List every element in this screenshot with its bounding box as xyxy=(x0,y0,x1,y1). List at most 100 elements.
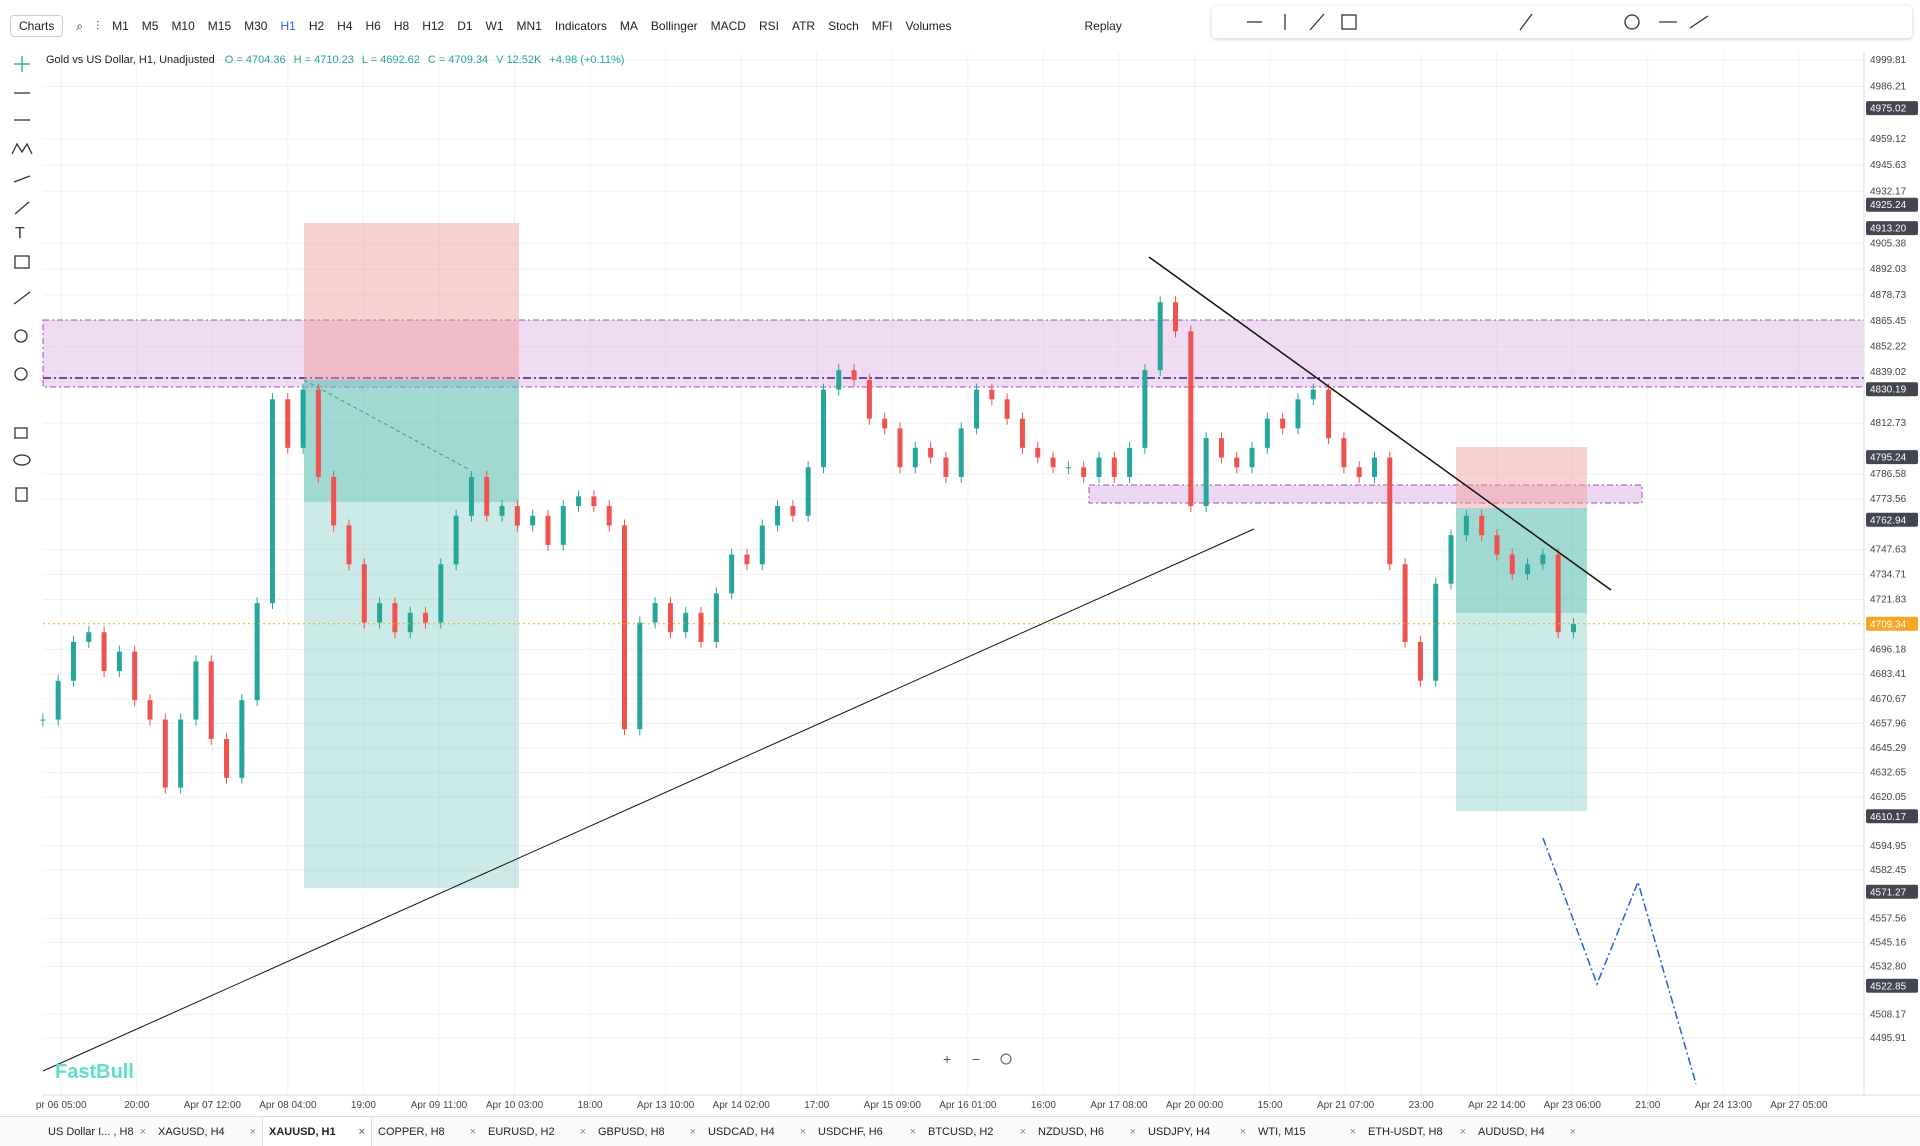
tab[interactable]: AUDUSD, H4 × xyxy=(1472,1117,1582,1146)
candle xyxy=(1050,457,1056,468)
timeframe[interactable]: M15 xyxy=(207,19,232,33)
tool-magnet[interactable] xyxy=(14,367,28,381)
tab-close[interactable]: × xyxy=(1459,1125,1466,1138)
replay[interactable]: Replay xyxy=(1084,19,1122,33)
indicator[interactable]: MA xyxy=(619,19,638,33)
timeframe[interactable]: M5 xyxy=(141,19,159,33)
tab-close[interactable]: × xyxy=(358,1125,365,1138)
timeframe[interactable]: H4 xyxy=(337,19,353,33)
tool-trend[interactable] xyxy=(13,175,31,183)
top-toolbar: Charts ⌕ ⫶ M1 M5 M10 M15 M30 H1 H2 H4 H6 H8 H12 D1 W… xyxy=(0,0,1920,52)
zoom-controls[interactable]: + − xyxy=(943,1051,1012,1067)
tab-close[interactable]: × xyxy=(909,1125,916,1138)
indicator[interactable]: Stoch xyxy=(828,19,859,33)
tool-pattern[interactable] xyxy=(11,142,33,155)
tab[interactable]: XAGUSD, H4 × xyxy=(152,1117,262,1146)
tab[interactable]: COPPER, H8 × xyxy=(372,1117,482,1146)
candle xyxy=(545,515,551,545)
time-label: Apr 27 05:00 xyxy=(1770,1100,1828,1111)
tab[interactable]: EURUSD, H2 × xyxy=(482,1117,592,1146)
indicator[interactable]: Volumes xyxy=(905,19,952,33)
tool-rect[interactable] xyxy=(1341,14,1357,30)
timeframe[interactable]: H1 xyxy=(280,19,296,33)
tab-label: USDJPY, H4 xyxy=(1148,1125,1211,1138)
tool-note[interactable] xyxy=(14,255,30,269)
tool-circle[interactable] xyxy=(1624,14,1640,30)
candle xyxy=(453,515,459,565)
tab-close[interactable]: × xyxy=(1129,1125,1136,1138)
candle xyxy=(1127,447,1133,477)
tool-brush[interactable] xyxy=(14,201,30,215)
zoom-out[interactable]: − xyxy=(972,1051,980,1067)
timeframe[interactable]: M30 xyxy=(244,19,268,33)
price-label: 4905.38 xyxy=(1870,238,1907,249)
tool-parallel[interactable] xyxy=(1689,15,1709,29)
tab-close[interactable]: × xyxy=(1349,1125,1356,1138)
time-label: Apr 15 09:00 xyxy=(864,1100,922,1111)
tab-label: US Dollar I... , H8 xyxy=(48,1125,134,1138)
timeframe[interactable]: M10 xyxy=(171,19,195,33)
chart-type[interactable]: ⫶ xyxy=(96,18,100,33)
candle xyxy=(331,476,337,526)
tab-close[interactable]: × xyxy=(469,1125,476,1138)
tab[interactable]: BTCUSD, H2 × xyxy=(922,1117,1032,1146)
tab[interactable]: USDCHF, H6 × xyxy=(812,1117,922,1146)
tool-zoom[interactable] xyxy=(14,329,28,343)
tab-close[interactable]: × xyxy=(1569,1125,1576,1138)
timeframe[interactable]: H2 xyxy=(308,19,325,33)
candle xyxy=(514,506,520,526)
tab[interactable]: GBPUSD, H8 × xyxy=(592,1117,702,1146)
charts-menu[interactable]: Charts xyxy=(10,15,64,37)
tab[interactable]: USDJPY, H4 × xyxy=(1142,1117,1252,1146)
tab[interactable]: XAUUSD, H1 × xyxy=(262,1116,372,1146)
tab[interactable]: ETH-USDT, H8 × xyxy=(1362,1117,1472,1146)
tool-arrow[interactable] xyxy=(1519,13,1533,31)
indicator-list: MA Bollinger MACD RSI ATR Stoch MFI Volumes xyxy=(620,19,965,33)
symbol-tabs: US Dollar I... , H8 × XAGUSD, H4 × XAUUSD, H… xyxy=(0,1116,1920,1146)
tool-ruler[interactable] xyxy=(13,291,31,305)
tab-close[interactable]: × xyxy=(799,1125,806,1138)
tab-close[interactable]: × xyxy=(139,1125,146,1138)
candle xyxy=(1417,641,1423,681)
tool-delete[interactable] xyxy=(15,487,28,502)
price-tag xyxy=(1866,197,1918,212)
tab[interactable]: NZDUSD, H6 × xyxy=(1032,1117,1142,1146)
stat: L = 4692.62 xyxy=(361,54,420,66)
symbol: Gold vs US Dollar, H1, Unadjusted xyxy=(46,54,215,66)
zoom-in[interactable]: + xyxy=(943,1051,951,1067)
tab[interactable]: USDCAD, H4 × xyxy=(702,1117,812,1146)
tool-text[interactable]: T xyxy=(15,225,25,242)
indicator[interactable]: RSI xyxy=(758,19,779,33)
tab-close[interactable]: × xyxy=(249,1125,256,1138)
indicator[interactable]: MFI xyxy=(871,19,893,33)
price-label: 4657.96 xyxy=(1870,719,1907,730)
tool-line[interactable] xyxy=(1309,13,1325,31)
tab-close[interactable]: × xyxy=(579,1125,586,1138)
price-tag-label: 4830.19 xyxy=(1870,385,1907,396)
candle xyxy=(1540,554,1546,565)
candle xyxy=(1218,438,1224,458)
timeframe[interactable]: MN1 xyxy=(516,19,542,33)
tab-close[interactable]: × xyxy=(1019,1125,1026,1138)
timeframe[interactable]: H6 xyxy=(365,19,381,33)
timeframe[interactable]: H8 xyxy=(393,19,410,33)
indicator[interactable]: Bollinger xyxy=(650,19,698,33)
timeframe[interactable]: W1 xyxy=(485,19,504,33)
tab-close[interactable]: × xyxy=(1239,1125,1246,1138)
candle xyxy=(1372,457,1378,477)
tab-close[interactable]: × xyxy=(689,1125,696,1138)
timeframe[interactable]: M1 xyxy=(112,19,129,33)
tab-label: BTCUSD, H2 xyxy=(928,1125,994,1138)
reset[interactable] xyxy=(1000,1053,1012,1065)
time-label: Apr 07 12:00 xyxy=(184,1100,242,1111)
indicators[interactable]: Indicators xyxy=(554,19,607,33)
tool-visibility[interactable] xyxy=(13,454,31,466)
tab[interactable]: US Dollar I... , H8 × xyxy=(42,1117,152,1146)
timeframe[interactable]: D1 xyxy=(457,19,473,33)
indicator[interactable]: ATR xyxy=(791,19,816,33)
tab[interactable]: WTI, M15 × xyxy=(1252,1117,1362,1146)
search[interactable]: ⌕ xyxy=(76,18,84,33)
indicator[interactable]: MACD xyxy=(710,19,746,33)
tool-lock[interactable] xyxy=(14,427,28,439)
timeframe[interactable]: H12 xyxy=(422,19,445,33)
